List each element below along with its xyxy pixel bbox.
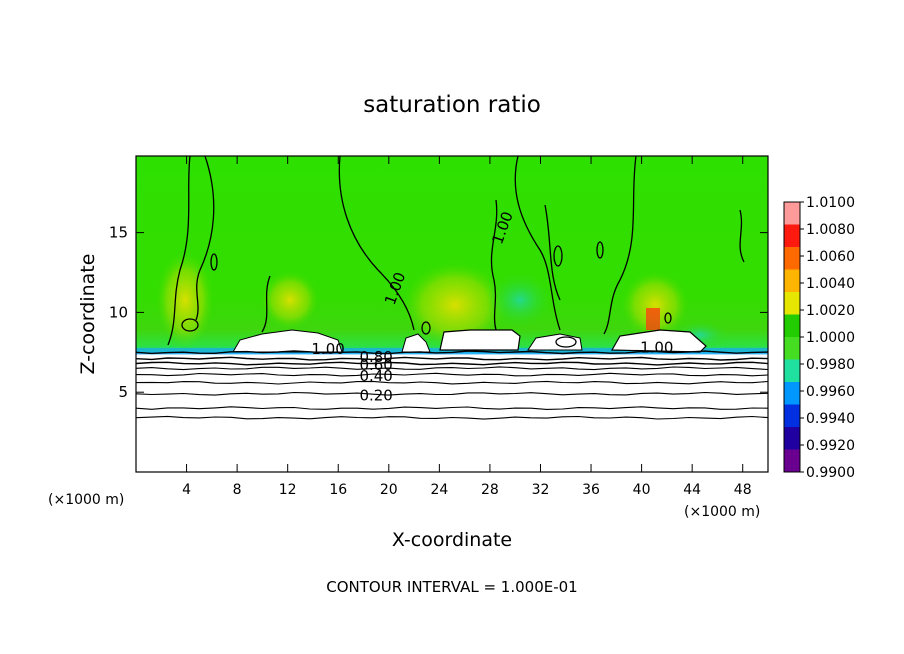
contour-loop xyxy=(664,312,672,324)
colorbar-label: 0.9960 xyxy=(806,384,855,400)
x-tick-label: 16 xyxy=(329,482,347,498)
contour-line xyxy=(261,275,271,333)
x-axis: 4 8 12 16 20 24 28 32 36 40 44 48 xyxy=(182,156,752,498)
contour-loop xyxy=(181,318,199,332)
colorbar-label: 1.0020 xyxy=(806,303,855,319)
contour-level-line xyxy=(136,372,768,377)
moist-region xyxy=(260,270,320,330)
x-tick-label: 44 xyxy=(683,482,701,498)
contour-line xyxy=(544,204,561,301)
colorbar-label: 1.0040 xyxy=(806,276,855,292)
x-tick-label: 36 xyxy=(582,482,600,498)
y-axis-label: Z-coordinate xyxy=(77,254,99,375)
contour-line xyxy=(195,156,215,321)
x-tick-label: 20 xyxy=(380,482,398,498)
colorbar-label: 0.9940 xyxy=(806,411,855,427)
red-streak xyxy=(646,308,660,330)
x-tick-label: 4 xyxy=(182,482,191,498)
contour-level-line xyxy=(136,350,768,355)
x-unit-left: (×1000 m) xyxy=(48,492,124,508)
contour-loop xyxy=(555,336,577,348)
y-axis: 5 10 15 xyxy=(109,224,768,401)
x-unit-right: (×1000 m) xyxy=(684,504,760,520)
colorbar-swatch xyxy=(784,224,800,248)
colorbar-label: 0.9900 xyxy=(806,465,855,481)
colorbar: 1.0100 1.0080 1.0060 1.0040 1.0020 1.0000 0.99… xyxy=(783,195,855,481)
y-tick-label: 15 xyxy=(109,224,128,242)
contour-level-lines xyxy=(136,350,768,420)
plot-frame xyxy=(135,155,769,473)
colorbar-swatch xyxy=(784,449,800,473)
colorbar-label: 1.0060 xyxy=(806,249,855,265)
colorbar-label: 0.9920 xyxy=(806,438,855,454)
colorbar-label: 0.9980 xyxy=(806,357,855,373)
contour-label: 0.80 xyxy=(359,348,392,366)
contour-line xyxy=(338,156,415,331)
x-tick-label: 28 xyxy=(481,482,499,498)
colorbar-swatch xyxy=(784,202,800,225)
colorbar-swatch xyxy=(784,427,800,450)
colorbar-swatch xyxy=(784,337,800,360)
x-tick-label: 12 xyxy=(279,482,297,498)
contour-loop xyxy=(210,253,218,271)
x-tick-label: 32 xyxy=(532,482,550,498)
contour-level-line xyxy=(136,380,768,385)
colorbar-swatch xyxy=(784,269,800,293)
contour-label: 1.00 xyxy=(640,339,673,357)
dry-region xyxy=(485,270,555,330)
colorbar-swatch xyxy=(784,314,800,338)
chart-title: saturation ratio xyxy=(363,92,541,118)
x-tick-label: 40 xyxy=(633,482,651,498)
colorbar-label: 1.0000 xyxy=(806,330,855,346)
y-tick-label: 10 xyxy=(109,303,128,321)
contour-loop xyxy=(421,321,431,335)
contour-label: 0.20 xyxy=(359,386,392,404)
cloud-patch xyxy=(527,333,583,351)
contour-lines xyxy=(167,156,745,348)
contour-label: 0.40 xyxy=(359,367,392,385)
moist-region xyxy=(620,270,690,340)
colorbar-swatch xyxy=(784,247,800,270)
colorbar-label: 1.0100 xyxy=(806,195,855,211)
contour-line xyxy=(603,156,637,335)
contour-line xyxy=(739,209,745,263)
colorbar-swatch xyxy=(784,404,800,428)
contour-level-line xyxy=(136,406,768,410)
contour-line xyxy=(490,199,498,331)
x-tick-label: 8 xyxy=(233,482,242,498)
x-tick-label: 48 xyxy=(734,482,752,498)
contour-level-line xyxy=(136,415,768,420)
x-tick-label: 24 xyxy=(430,482,448,498)
contour-loop xyxy=(596,241,604,259)
colorbar-swatch xyxy=(784,359,800,383)
colorbar-swatch xyxy=(784,382,800,405)
y-tick-label: 5 xyxy=(118,383,128,401)
contour-label: 0.60 xyxy=(359,356,392,374)
contour-level-line xyxy=(136,356,768,361)
moist-region xyxy=(400,260,510,350)
plot-area xyxy=(136,156,768,472)
contour-line xyxy=(514,156,561,331)
x-axis-label: X-coordinate xyxy=(392,529,512,551)
cloud-patch xyxy=(232,329,343,353)
moist-region xyxy=(155,250,215,350)
contour-level-line xyxy=(136,391,768,396)
contour-label: 1.00 xyxy=(311,340,344,358)
contour-interval-note: CONTOUR INTERVAL = 1.000E-01 xyxy=(326,578,577,596)
contour-level-line xyxy=(136,366,768,371)
cloud-patch xyxy=(439,329,521,351)
colorbar-swatch xyxy=(784,292,800,315)
contour-loop xyxy=(553,245,563,267)
contour-line xyxy=(167,156,191,346)
colorbar-label: 1.0080 xyxy=(806,222,855,238)
contour-level-line xyxy=(136,361,768,366)
